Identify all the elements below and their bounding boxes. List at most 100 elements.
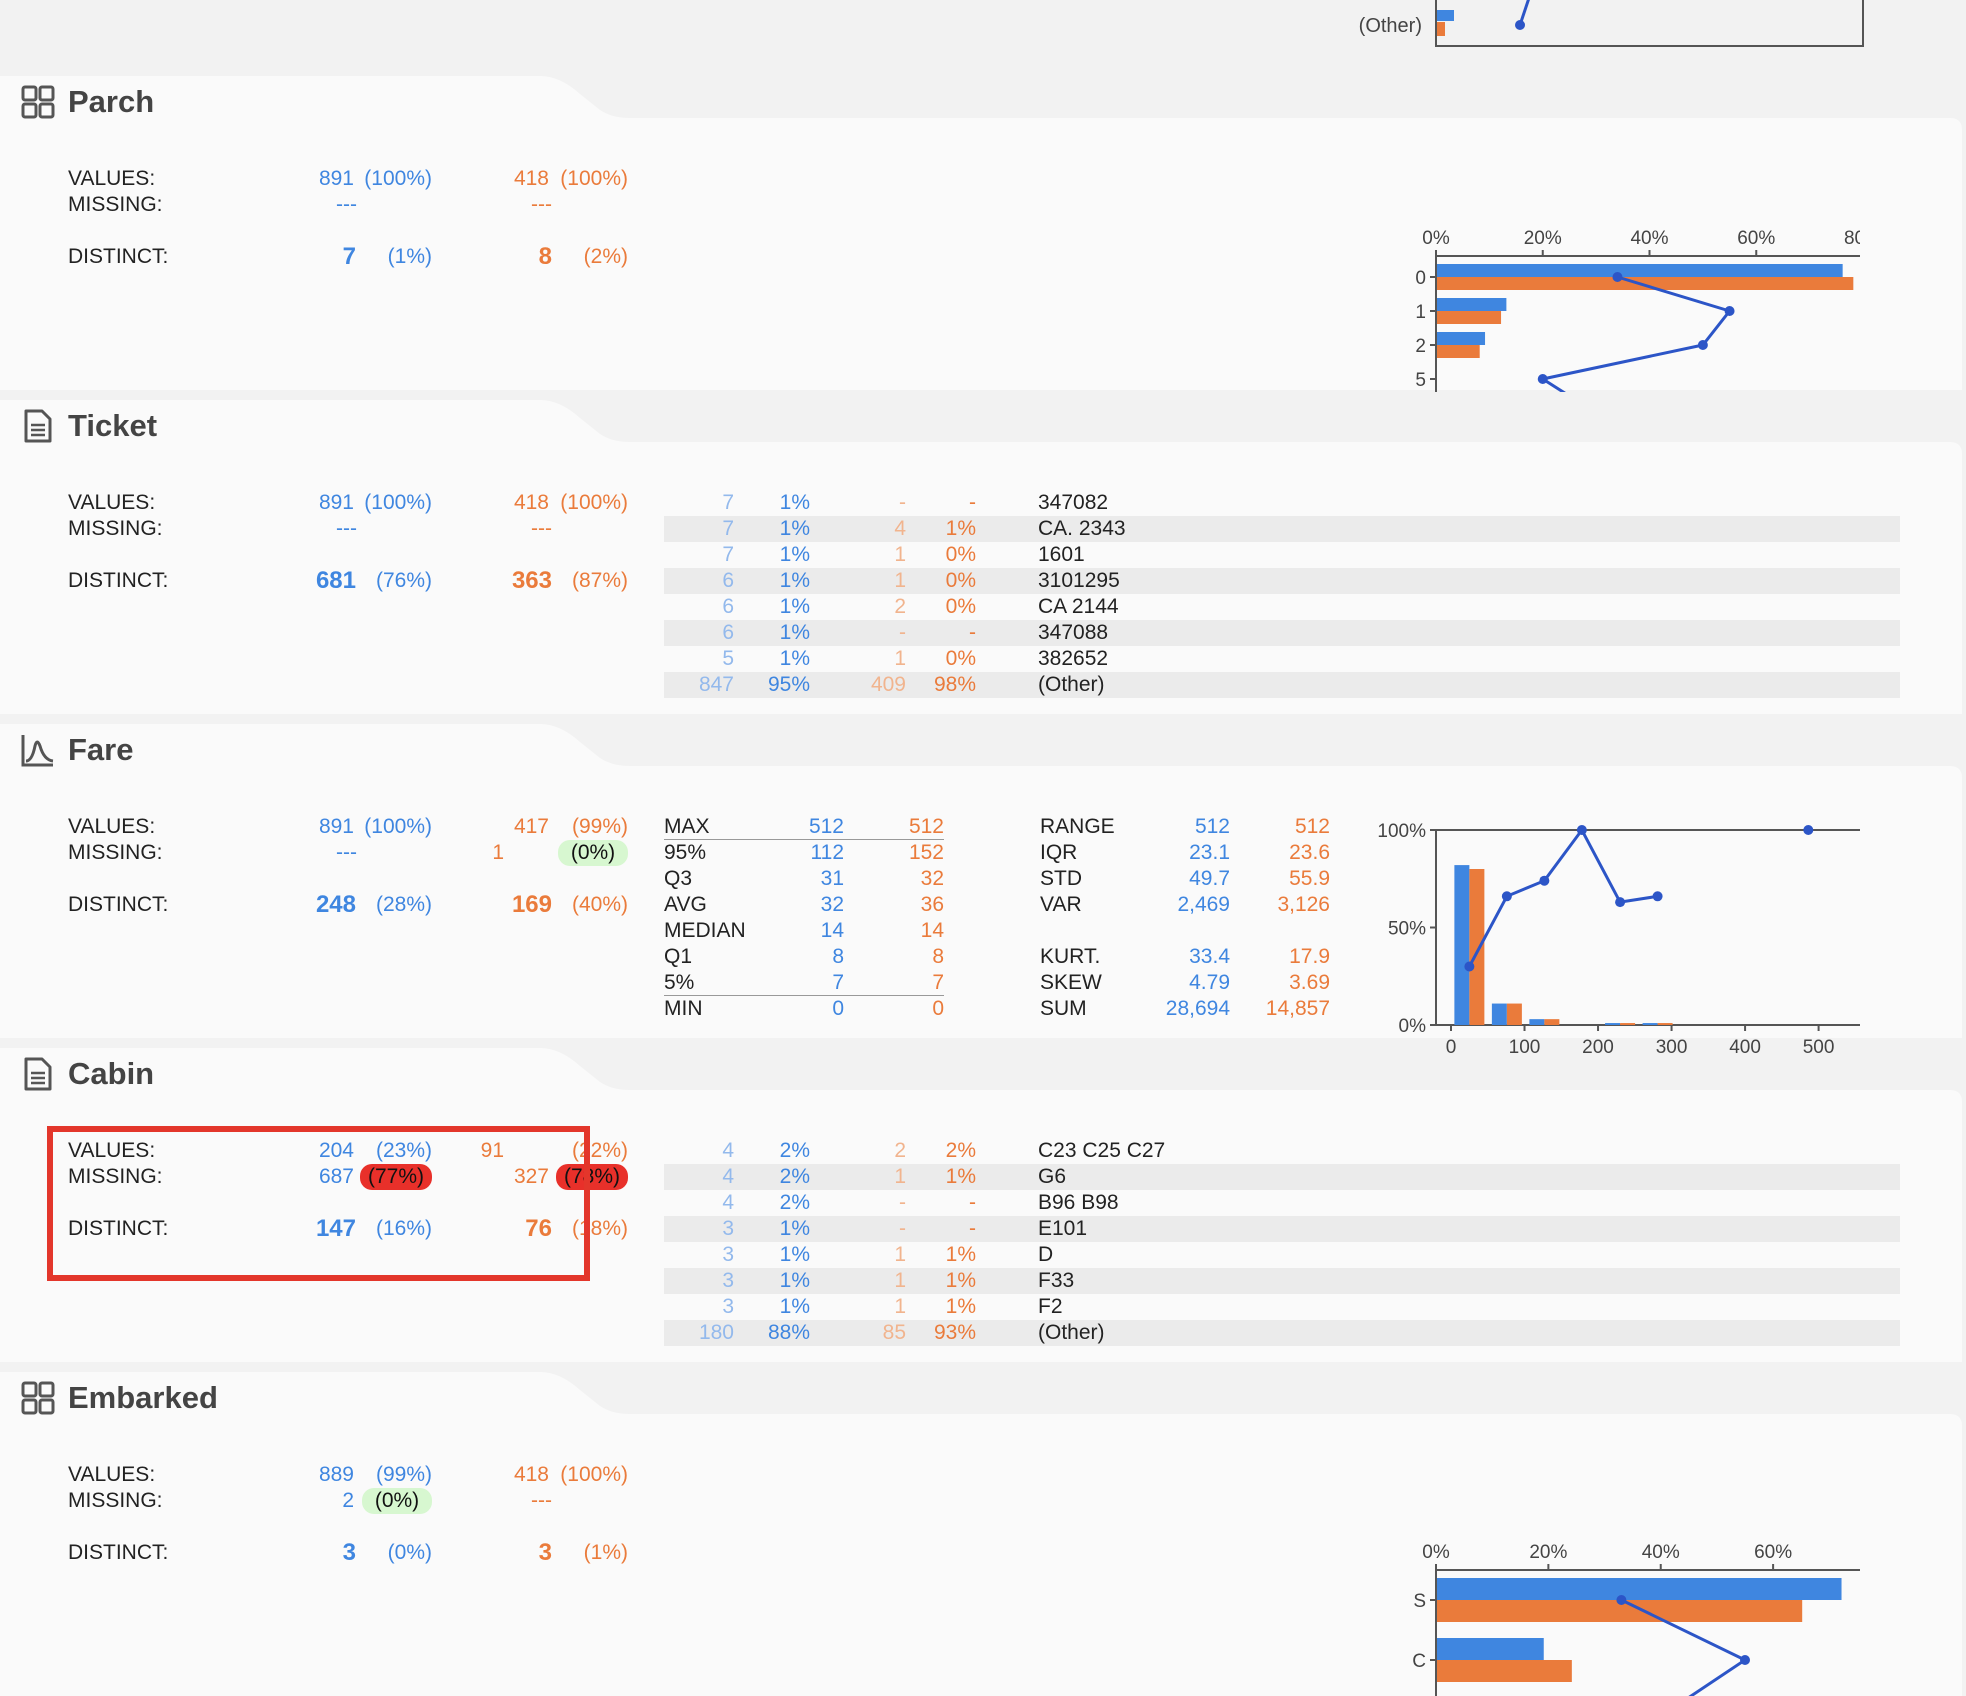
fare-header[interactable]: Fare	[20, 732, 133, 768]
frequency-row: 5 1% 1 0% 382652	[664, 646, 1900, 672]
stat-row: 95% 112 152	[664, 840, 944, 866]
test-stat-value: 32	[920, 867, 944, 890]
stat-label: RANGE	[1040, 815, 1115, 838]
value-label: F33	[1038, 1269, 1075, 1292]
distinct-row: DISTINCT: 248 (28%) 169 (40%)	[68, 891, 628, 918]
parch-section: Parch VALUES: 891 (100%) 418 (100%) MISS…	[0, 68, 1966, 392]
test-missing-count: 327	[513, 1165, 549, 1188]
test-values-count: 418	[513, 167, 549, 190]
test-stat-value: 152	[908, 841, 944, 864]
test-distinct-pct: (1%)	[583, 1541, 628, 1564]
train-bar	[1491, 1003, 1507, 1025]
ticket-header[interactable]: Ticket	[20, 408, 157, 444]
test-stat-value: 3,126	[1277, 893, 1330, 916]
test-percent: 1%	[945, 1269, 976, 1292]
test-percent: -	[969, 491, 976, 514]
fare-section: Fare VALUES: 891 (100%) 417 (99%) MISSIN…	[0, 716, 1966, 1056]
test-values-count: 417	[513, 815, 549, 838]
frequency-row: 7 1% - - 347082	[664, 490, 1900, 516]
train-count: 4	[722, 1165, 734, 1188]
test-percent: 0%	[945, 543, 976, 566]
value-label: 347088	[1038, 621, 1109, 644]
test-percent: 93%	[933, 1321, 976, 1344]
train-stat-value: 112	[810, 841, 844, 864]
train-distinct-count: 7	[342, 243, 356, 270]
train-distinct-pct: (16%)	[375, 1217, 432, 1240]
overlay-point	[1464, 961, 1475, 972]
x-tick-label: 200	[1582, 1037, 1614, 1056]
missing-row: MISSING: 2 (0%) ---	[68, 1488, 568, 1514]
values-label: VALUES:	[68, 167, 156, 190]
test-count: 85	[882, 1321, 906, 1344]
y-tick-label: 100%	[1377, 821, 1426, 842]
test-count: 1	[894, 543, 906, 566]
test-bar	[1657, 1023, 1673, 1025]
frequency-row: 3 1% 1 1% D	[664, 1242, 1900, 1268]
values-row: VALUES: 204 (23%) 91 (22%)	[68, 1138, 628, 1164]
train-percent: 1%	[779, 1243, 810, 1266]
test-bar	[1437, 311, 1502, 324]
test-stat-value: 14,857	[1265, 997, 1330, 1020]
test-values-pct: (99%)	[571, 815, 628, 838]
x-tick-label: 0%	[1422, 1542, 1450, 1563]
train-values-count: 891	[318, 167, 354, 190]
train-percent: 1%	[779, 1217, 810, 1240]
frequency-row: 6 1% 2 0% CA 2144	[664, 594, 1900, 620]
overlay-line	[1538, 275, 1733, 392]
overlay-point	[1724, 306, 1735, 316]
train-stat-value: 32	[820, 893, 844, 916]
test-distinct-pct: (87%)	[571, 569, 628, 592]
value-label: CA 2144	[1038, 595, 1119, 618]
train-distinct-pct: (76%)	[375, 569, 432, 592]
stat-label: IQR	[1040, 841, 1078, 864]
distinct-label: DISTINCT:	[68, 1541, 169, 1564]
values-label: VALUES:	[68, 815, 156, 838]
stat-row: 5% 7 7	[664, 970, 944, 996]
stat-row: SUM 28,694 14,857	[1040, 996, 1330, 1022]
value-label: E101	[1038, 1217, 1088, 1240]
x-tick-label: 80%	[1844, 228, 1860, 249]
stat-label: MAX	[664, 815, 710, 838]
train-stat-value: 8	[832, 945, 844, 968]
stat-row: RANGE 512 512	[1040, 814, 1330, 840]
distinct-row: DISTINCT: 147 (16%) 76 (18%)	[68, 1216, 628, 1242]
test-count: 4	[894, 517, 906, 540]
test-distinct-count: 169	[511, 891, 552, 918]
category-label: 2	[1415, 336, 1426, 357]
missing-label: MISSING:	[68, 517, 163, 540]
test-percent: 1%	[945, 1295, 976, 1318]
train-stat-value: 2,469	[1177, 893, 1230, 916]
test-count: 1	[894, 1165, 906, 1188]
stat-row: VAR 2,469 3,126	[1040, 892, 1330, 918]
test-missing: ---	[531, 193, 552, 216]
train-percent: 1%	[779, 543, 810, 566]
train-distinct-pct: (0%)	[387, 1541, 432, 1564]
test-percent: 1%	[945, 1243, 976, 1266]
train-percent: 88%	[767, 1321, 810, 1344]
embarked-header[interactable]: Embarked	[20, 1380, 218, 1416]
test-count: 409	[870, 673, 906, 696]
test-stat-value: 36	[920, 893, 944, 916]
train-missing-pct: (0%)	[362, 1488, 432, 1514]
cabin-header[interactable]: Cabin	[20, 1056, 154, 1092]
train-count: 6	[722, 569, 734, 592]
train-percent: 1%	[779, 1269, 810, 1292]
train-missing-count: 2	[342, 1489, 354, 1512]
distinct-label: DISTINCT:	[68, 1217, 169, 1240]
train-count: 3	[722, 1295, 734, 1318]
train-missing: ---	[336, 193, 357, 216]
stat-row: MAX 512 512	[664, 814, 944, 840]
train-count: 7	[722, 517, 734, 540]
fare-title: Fare	[68, 732, 134, 767]
frequency-row: 3 1% 1 1% F2	[664, 1294, 1900, 1320]
category-label: 5	[1415, 370, 1426, 391]
test-count: 1	[894, 569, 906, 592]
y-tick-label: 0%	[1399, 1016, 1427, 1037]
train-missing: ---	[336, 841, 357, 864]
test-bar	[1506, 1003, 1522, 1025]
parch-header[interactable]: Parch	[20, 84, 154, 120]
distribution-curve-icon	[21, 735, 54, 767]
train-bar	[1605, 1023, 1621, 1025]
stat-label: MIN	[664, 997, 703, 1020]
y-tick-label: 50%	[1388, 919, 1426, 940]
